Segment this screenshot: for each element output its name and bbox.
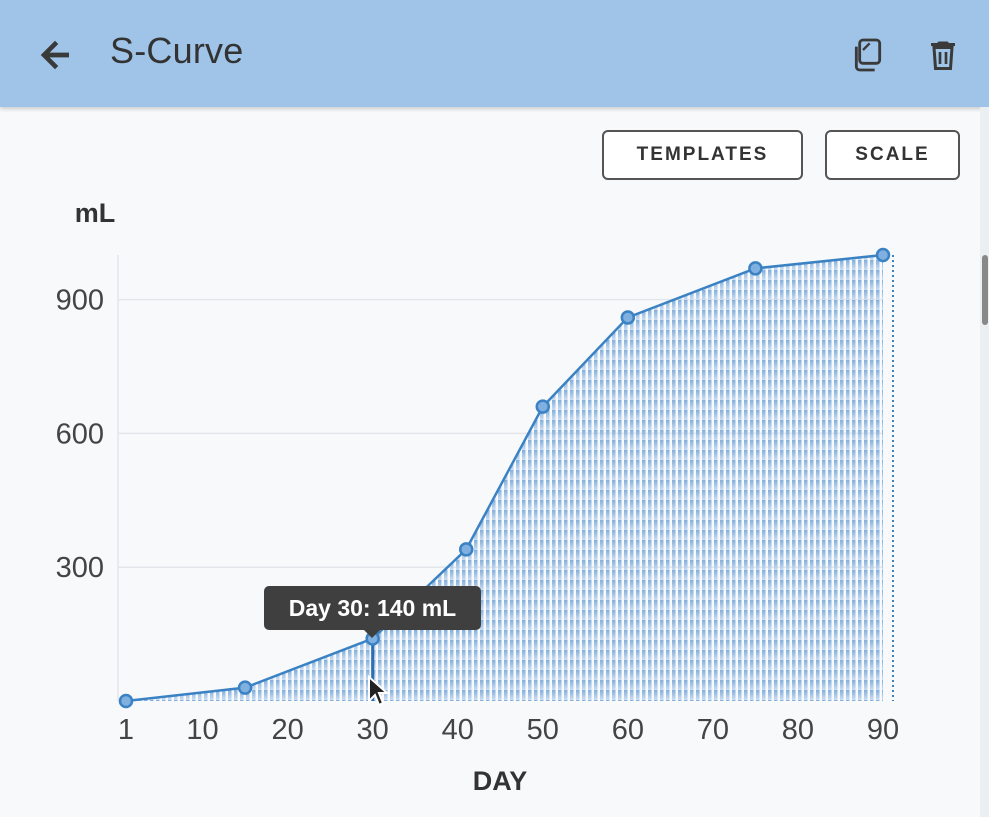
data-point <box>535 399 551 414</box>
x-axis-label: DAY <box>473 766 528 796</box>
copy-button[interactable] <box>845 32 891 78</box>
x-tick-label: 30 <box>357 714 389 746</box>
templates-button[interactable]: TEMPLATES <box>602 130 803 180</box>
x-tick-label: 50 <box>527 714 559 746</box>
x-tick-label: 70 <box>697 714 729 746</box>
data-point <box>458 542 474 557</box>
y-tick-label: 900 <box>56 285 104 317</box>
x-tick-label: 60 <box>612 714 644 746</box>
data-tooltip: Day 30: 140 mL <box>264 586 481 638</box>
data-point <box>620 310 636 325</box>
x-tick-label: 1 <box>118 714 134 746</box>
trash-icon <box>931 41 955 70</box>
scrollbar-thumb[interactable] <box>982 255 988 325</box>
x-tick-label: 20 <box>271 714 303 746</box>
x-tick-label: 10 <box>186 714 218 746</box>
scale-button[interactable]: SCALE <box>825 130 960 180</box>
app-bar: S-Curve <box>0 0 989 107</box>
data-point <box>118 693 134 709</box>
x-tick-label: 80 <box>782 714 814 746</box>
data-point <box>237 680 253 695</box>
arrow-left-icon <box>40 40 69 70</box>
y-axis-label: mL <box>75 198 116 228</box>
y-tick-label: 300 <box>56 552 104 584</box>
y-tick-label: 600 <box>56 418 104 450</box>
scrollbar[interactable] <box>980 107 989 817</box>
data-point <box>875 247 891 263</box>
back-button[interactable] <box>32 32 78 78</box>
delete-button[interactable] <box>920 32 966 78</box>
data-point <box>748 261 763 276</box>
mouse-cursor-icon <box>368 675 390 707</box>
copy-icon <box>854 38 882 72</box>
page-title: S-Curve <box>110 30 244 71</box>
x-tick-label: 40 <box>442 714 474 746</box>
x-tick-label: 90 <box>867 714 899 746</box>
series-line <box>125 253 884 703</box>
